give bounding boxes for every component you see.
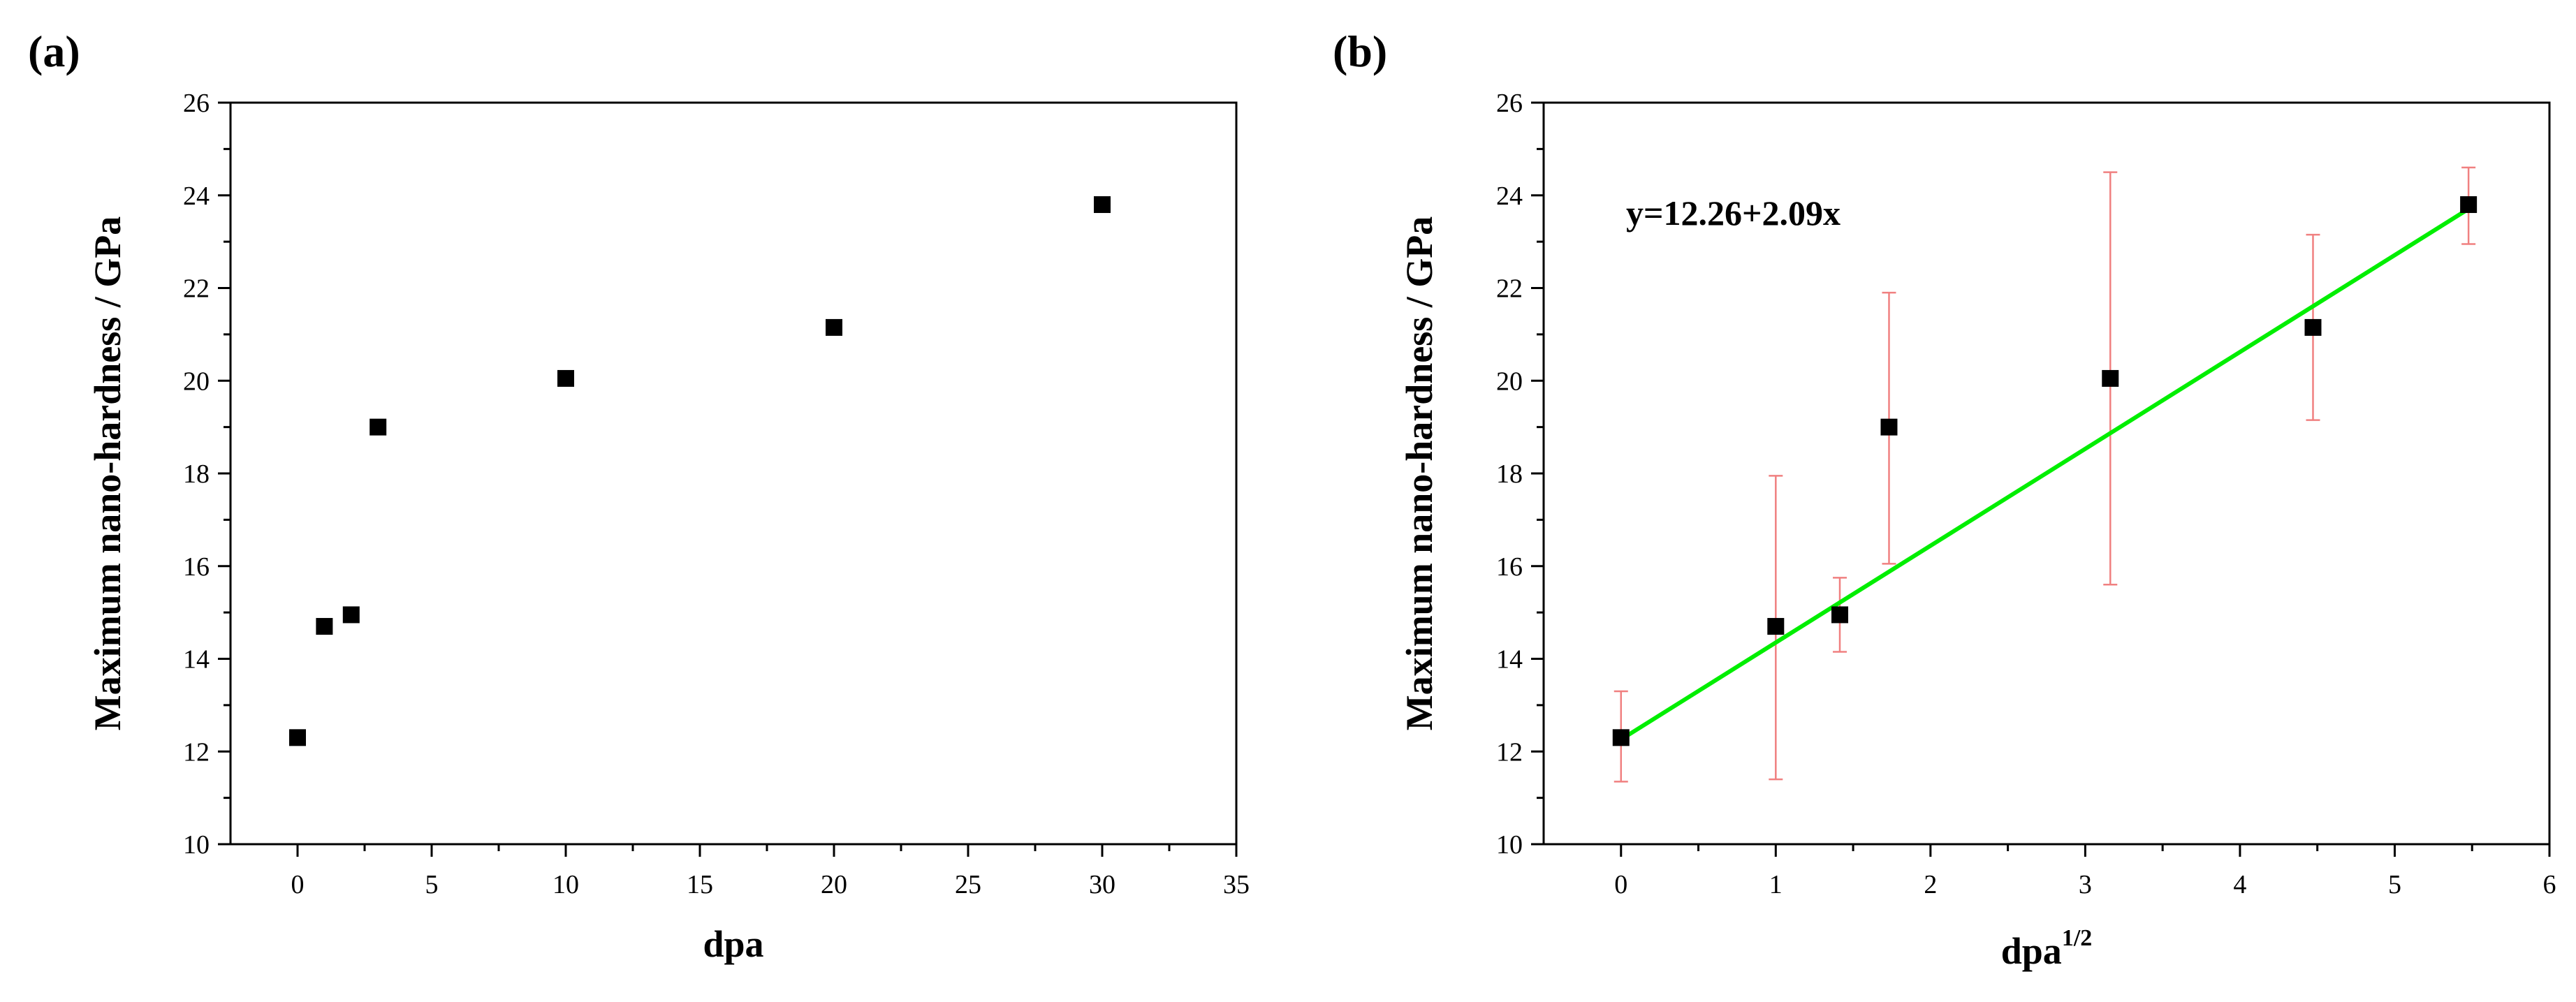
- panel-a-x-axis-title: dpa: [703, 923, 763, 965]
- panel-a-y-tick-label: 16: [183, 552, 210, 582]
- data-point: [1880, 418, 1898, 436]
- panel-a-y-tick-label: 12: [183, 737, 210, 767]
- panel-a-plot-frame: [229, 101, 1238, 846]
- panel-a-y-tick-label: 10: [183, 830, 210, 860]
- panel-b-y-tick-label: 26: [1496, 89, 1523, 118]
- panel-a-x-tick-label: 0: [291, 870, 305, 899]
- data-point: [1767, 618, 1785, 635]
- data-point: [557, 369, 574, 387]
- panel-b-fit-line: [1620, 207, 2470, 742]
- panel-b-y-tick-label: 14: [1496, 645, 1523, 675]
- data-point: [2460, 196, 2478, 214]
- data-point: [826, 318, 842, 336]
- panel-b-y-tick-label: 24: [1496, 182, 1523, 211]
- panel-a-ticks: 0 5 10 15 20 25 30 35 10 12 14 16 18 20 22 24 26: [183, 89, 1250, 899]
- panel-b-y-tick-label: 10: [1496, 830, 1523, 860]
- data-point: [289, 729, 306, 746]
- data-point: [2102, 369, 2119, 387]
- panel-b-x-tick-label: 4: [2233, 870, 2246, 899]
- panel-b-y-tick-label: 22: [1496, 274, 1523, 304]
- panel-a-x-tick-label: 20: [821, 870, 847, 899]
- data-point: [2304, 318, 2322, 336]
- panel-b-equation: y=12.26+2.09x: [1626, 193, 1840, 233]
- panel-a-label: (a): [28, 27, 80, 76]
- panel-a-x-tick-label: 15: [687, 870, 713, 899]
- panel-a-points: [289, 196, 1111, 746]
- panel-b-y-tick-label: 12: [1496, 737, 1523, 767]
- panel-a-x-tick-label: 10: [552, 870, 579, 899]
- panel-a-y-tick-label: 18: [183, 459, 210, 489]
- panel-b-x-axis-title: dpa1/2: [2001, 925, 2093, 972]
- panel-a-y-tick-label: 20: [183, 367, 210, 396]
- panel-b-label: (b): [1333, 27, 1387, 76]
- panel-b-x-tick-label: 1: [1769, 870, 1783, 899]
- panel-a-y-axis-title: Maximum nano-hardness / GPa: [87, 216, 129, 731]
- data-point: [342, 606, 360, 624]
- data-point: [369, 418, 387, 436]
- panel-b-x-tick-label: 6: [2543, 870, 2556, 899]
- panel-b-x-tick-label: 2: [1924, 870, 1937, 899]
- panel-b-x-axis-title-superscript: 1/2: [2062, 925, 2092, 951]
- panel-b-x-axis-title-base: dpa: [2001, 930, 2062, 972]
- data-point: [1612, 729, 1630, 746]
- panel-a-y-tick-label: 26: [183, 89, 210, 118]
- panel-b-y-tick-label: 20: [1496, 367, 1523, 396]
- panel-b-points: [1612, 196, 2478, 746]
- panel-a-x-tick-label: 5: [425, 870, 439, 899]
- panel-b-x-tick-label: 3: [2079, 870, 2092, 899]
- data-point: [1094, 196, 1111, 214]
- panel-b-y-tick-label: 16: [1496, 552, 1523, 582]
- panel-b-y-axis-title: Maximum nano-hardness / GPa: [1398, 216, 1440, 731]
- panel-b-x-tick-label: 0: [1614, 870, 1627, 899]
- panel-a-y-tick-label: 14: [183, 645, 210, 675]
- data-point: [316, 618, 333, 635]
- panel-a-x-tick-label: 30: [1089, 870, 1115, 899]
- panel-a-x-tick-label: 35: [1223, 870, 1250, 899]
- panel-a-y-tick-label: 24: [183, 182, 210, 211]
- panel-a-x-tick-label: 25: [955, 870, 981, 899]
- data-point: [1831, 606, 1849, 624]
- panel-b-y-tick-label: 18: [1496, 459, 1523, 489]
- panel-a: (a) 0 5 10 15 20 25 30 35 10 12 14 16 18 20 22 24 26 dpa…: [28, 27, 1250, 965]
- panel-a-y-tick-label: 22: [183, 274, 210, 304]
- panel-b-x-tick-label: 5: [2388, 870, 2401, 899]
